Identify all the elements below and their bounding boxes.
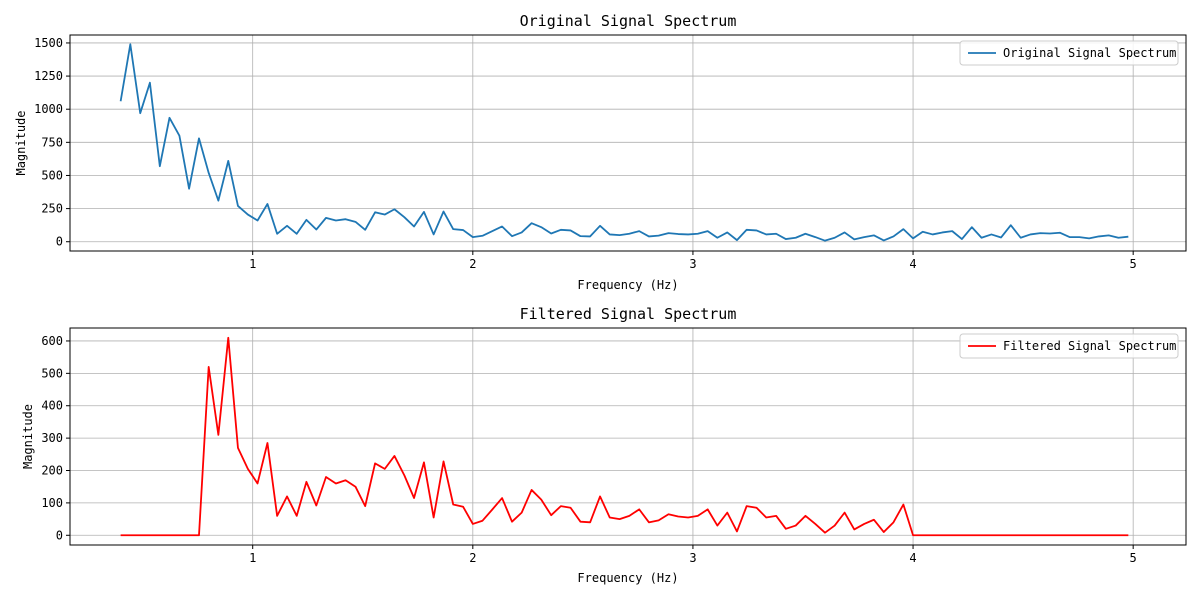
original-xtick-label: 1 (249, 257, 256, 271)
original-xtick-label: 2 (469, 257, 476, 271)
original-ytick-label: 1000 (34, 102, 63, 116)
filtered-xtick-label: 2 (469, 551, 476, 565)
original-series-line (119, 43, 1129, 242)
filtered-ytick-label: 300 (41, 431, 63, 445)
original-ytick-label: 1500 (34, 36, 63, 50)
original-xtick-label: 3 (689, 257, 696, 271)
filtered-legend: Filtered Signal Spectrum (959, 333, 1179, 359)
filtered-xtick-label: 4 (909, 551, 916, 565)
filtered-ytick-label: 200 (41, 464, 63, 478)
original-xtick-label: 4 (909, 257, 916, 271)
original-xtick-label: 5 (1130, 257, 1137, 271)
original-legend: Original Signal Spectrum (959, 40, 1179, 66)
original-chart-title: Original Signal Spectrum (520, 12, 737, 30)
filtered-xtick-label: 1 (249, 551, 256, 565)
filtered-legend-box (959, 333, 1179, 359)
original-ytick-label: 500 (41, 168, 63, 182)
filtered-ytick-label: 0 (56, 528, 63, 542)
filtered-y-axis-label: Magnitude (21, 404, 35, 469)
filtered-spectrum-panel: 1 2 3 4 5 0 100 200 300 400 500 600 Filtered Signal … (21, 305, 1187, 585)
filtered-ytick-label: 600 (41, 334, 63, 348)
filtered-x-axis-label: Frequency (Hz) (577, 571, 678, 585)
original-axes-frame (69, 34, 1187, 252)
filtered-xtick-label: 3 (689, 551, 696, 565)
original-ytick-label: 1250 (34, 69, 63, 83)
original-x-axis-label: Frequency (Hz) (577, 278, 678, 292)
original-ytick-label: 0 (56, 235, 63, 249)
filtered-ytick-label: 500 (41, 366, 63, 380)
original-spectrum-panel: 1 2 3 4 5 0 250 500 750 1000 1250 1500 Original Sign… (14, 12, 1187, 292)
filtered-chart-title: Filtered Signal Spectrum (520, 305, 737, 323)
filtered-ytick-label: 400 (41, 399, 63, 413)
original-legend-box (959, 40, 1179, 66)
filtered-series-line (120, 336, 1129, 537)
filtered-ytick-label: 100 (41, 496, 63, 510)
original-y-axis-label: Magnitude (14, 110, 28, 175)
original-ytick-label: 750 (41, 135, 63, 149)
filtered-xtick-label: 5 (1130, 551, 1137, 565)
filtered-legend-label: Filtered Signal Spectrum (1003, 339, 1176, 353)
filtered-axes-frame (69, 327, 1187, 546)
original-legend-label: Original Signal Spectrum (1003, 46, 1176, 60)
original-ytick-label: 250 (41, 202, 63, 216)
